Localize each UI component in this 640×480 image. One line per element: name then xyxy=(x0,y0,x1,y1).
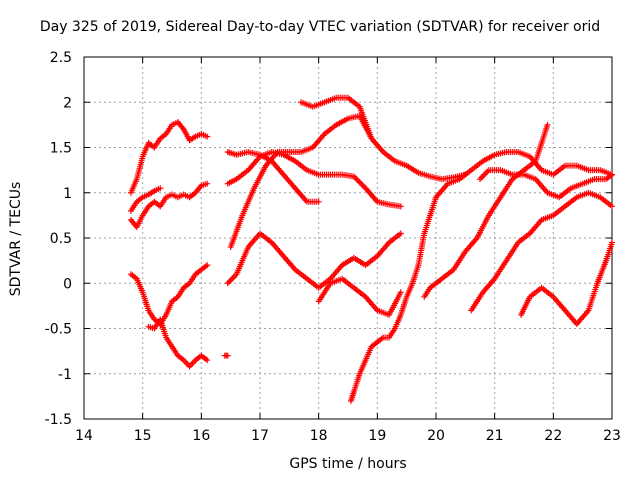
x-tick-label: 21 xyxy=(486,428,504,444)
x-tick-label: 16 xyxy=(192,428,210,444)
series-A xyxy=(127,119,211,196)
data-markers xyxy=(127,94,615,404)
data-point xyxy=(353,176,360,183)
series-O xyxy=(456,149,615,183)
x-tick-label: 18 xyxy=(310,428,328,444)
plot-frame xyxy=(83,56,613,420)
grid-lines xyxy=(84,57,612,419)
x-tick-label: 19 xyxy=(368,428,386,444)
data-point xyxy=(315,198,322,205)
axis-ticks: 14 15 16 17 18 19 20 21 22 23 -1.5 -1 -0.5 0 0.5 1 1.5 2 2… xyxy=(45,50,621,444)
series-L xyxy=(315,275,404,318)
series-C xyxy=(127,185,164,214)
y-tick-label: -1.5 xyxy=(45,412,72,428)
data-point xyxy=(157,185,164,192)
data-point xyxy=(361,183,368,190)
data-point xyxy=(224,352,231,359)
y-tick-label: 0 xyxy=(63,276,72,292)
series-E xyxy=(145,316,211,370)
data-point xyxy=(359,182,366,189)
data-point xyxy=(204,262,211,269)
series-I xyxy=(224,230,404,291)
y-axis-label: SDTVAR / TECUs xyxy=(8,181,24,297)
y-tick-label: -0.5 xyxy=(45,322,72,338)
series-H xyxy=(224,149,404,210)
series-R xyxy=(518,239,615,327)
x-tick-label: 15 xyxy=(134,428,152,444)
data-point xyxy=(358,180,365,187)
series-J xyxy=(227,112,375,251)
series-M xyxy=(347,176,463,404)
series-N xyxy=(421,121,551,300)
data-point xyxy=(356,179,363,186)
y-tick-label: 2.5 xyxy=(50,50,72,66)
series-F xyxy=(221,352,231,359)
x-axis-label: GPS time / hours xyxy=(289,456,407,472)
data-point xyxy=(204,133,211,140)
series-Q xyxy=(477,167,615,201)
data-point xyxy=(204,357,211,364)
data-point xyxy=(609,239,615,246)
data-point xyxy=(204,180,211,187)
x-tick-label: 14 xyxy=(75,428,93,444)
data-point xyxy=(397,289,404,296)
x-tick-label: 23 xyxy=(603,428,621,444)
data-point xyxy=(397,230,404,237)
y-tick-label: 1 xyxy=(63,186,72,202)
x-tick-label: 17 xyxy=(251,428,269,444)
data-point xyxy=(609,203,615,210)
x-tick-label: 22 xyxy=(544,428,562,444)
y-tick-label: -1 xyxy=(58,367,72,383)
series-P xyxy=(468,189,615,314)
data-point xyxy=(397,203,404,210)
series-B xyxy=(127,180,211,231)
x-tick-label: 20 xyxy=(427,428,445,444)
data-point xyxy=(544,121,551,128)
y-tick-label: 2 xyxy=(63,95,72,111)
y-tick-label: 1.5 xyxy=(50,141,72,157)
series-D xyxy=(127,262,211,327)
chart-title: Day 325 of 2019, Sidereal Day-to-day VTE… xyxy=(39,19,601,35)
data-point xyxy=(609,171,615,178)
data-point xyxy=(355,177,362,184)
y-tick-label: 0.5 xyxy=(50,231,72,247)
